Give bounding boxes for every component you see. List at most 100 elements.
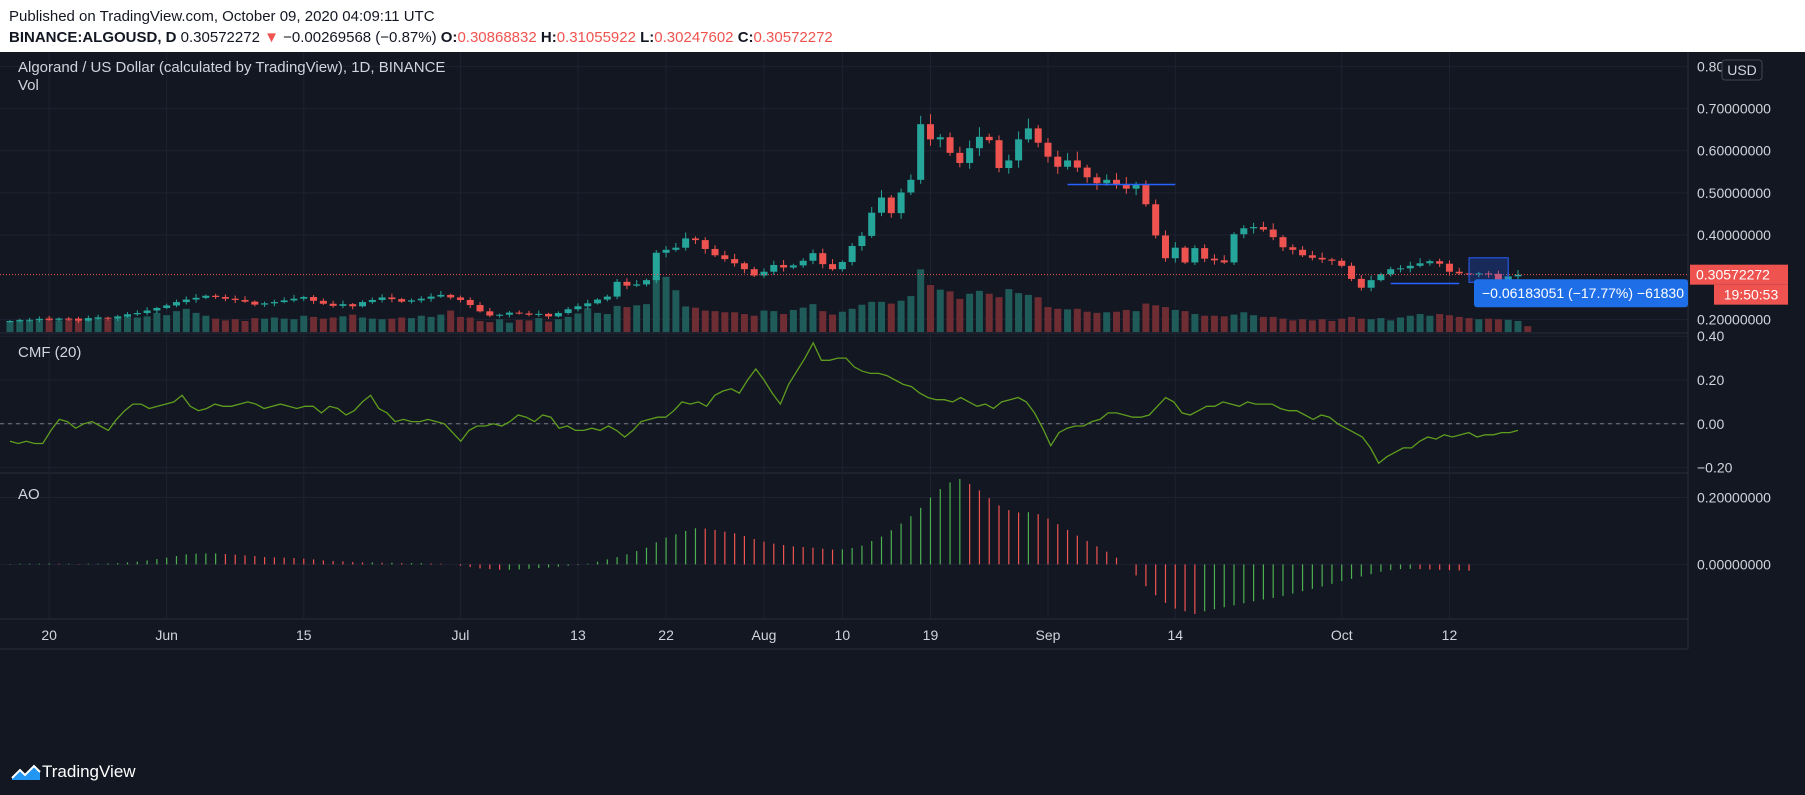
ao-tick-label: 0.00000000	[1697, 556, 1771, 572]
cmf-tick-label: 0.40	[1697, 328, 1724, 344]
candle-body	[1181, 247, 1189, 263]
candle-body	[1122, 184, 1130, 189]
cmf-label: CMF (20)	[18, 344, 81, 361]
candle-body	[623, 281, 631, 286]
volume-bar	[1494, 319, 1502, 332]
candle-body	[349, 304, 357, 307]
candle-body	[1132, 184, 1140, 189]
candle-body	[261, 303, 269, 305]
candle-body	[388, 297, 396, 300]
volume-bar	[202, 315, 210, 332]
candle-body	[212, 295, 220, 298]
volume-bar	[231, 319, 239, 332]
candle-body	[104, 317, 112, 319]
candle-body	[270, 302, 278, 304]
candle-body	[799, 260, 807, 266]
volume-bar	[1210, 315, 1218, 332]
volume-bar	[642, 304, 650, 332]
volume-bar	[417, 315, 425, 332]
candle-body	[1034, 128, 1042, 143]
volume-bar	[143, 316, 151, 332]
candle-body	[1201, 248, 1209, 259]
candle-body	[897, 192, 905, 214]
volume-bar	[1514, 320, 1522, 332]
last-price-tag: 0.30572272	[1696, 267, 1770, 283]
volume-bar	[65, 319, 73, 332]
candle-body	[65, 318, 73, 320]
candle-body	[1191, 248, 1199, 263]
volume-bar	[545, 321, 553, 332]
volume-bar	[1201, 315, 1209, 332]
volume-bar	[975, 290, 983, 332]
volume-bar	[1024, 294, 1032, 332]
cmf-tick-label: −0.20	[1697, 460, 1733, 476]
candle-body	[339, 304, 347, 306]
candle-body	[172, 302, 180, 306]
volume-bar	[858, 304, 866, 332]
volume-bars	[6, 269, 1532, 332]
countdown-tag: 19:50:53	[1724, 287, 1779, 303]
candle-body	[290, 298, 298, 301]
candle-body	[26, 319, 34, 321]
volume-bar	[1416, 314, 1424, 332]
candle-body	[985, 136, 993, 141]
volume-bar	[221, 320, 229, 332]
candle-body	[633, 284, 641, 286]
volume-bar	[584, 308, 592, 332]
cmf-tick-label: 0.00	[1697, 416, 1724, 432]
candle-body	[809, 253, 817, 261]
volume-bar	[1005, 289, 1013, 332]
candle-body	[1328, 259, 1336, 261]
tradingview-logo-icon[interactable]	[10, 762, 42, 782]
volume-bar	[1269, 316, 1277, 332]
candle-body	[584, 303, 592, 307]
volume-bar	[760, 310, 768, 332]
candle-body	[1426, 261, 1434, 264]
volume-label: Vol	[18, 77, 39, 94]
volume-bar	[1445, 315, 1453, 332]
candle-body	[760, 271, 768, 276]
volume-bar	[525, 320, 533, 332]
volume-bar	[45, 317, 53, 332]
candle-body	[956, 152, 964, 163]
volume-bar	[1455, 316, 1463, 332]
symbol-label: BINANCE:ALGOUSD, D	[9, 29, 177, 46]
candle-body	[84, 318, 92, 321]
x-tick-label: Jun	[155, 627, 178, 643]
price-tick-label: 0.70000000	[1697, 101, 1771, 117]
volume-bar	[956, 298, 964, 332]
volume-bar	[310, 316, 318, 332]
last-price: 0.30572272	[180, 29, 260, 46]
volume-bar	[731, 312, 739, 332]
price-tick-label: 0.50000000	[1697, 185, 1771, 201]
volume-bar	[819, 311, 827, 332]
volume-bar	[1367, 319, 1375, 332]
candle-body	[829, 264, 837, 270]
volume-bar	[770, 311, 778, 332]
candle-body	[1396, 268, 1404, 270]
volume-bar	[1250, 315, 1258, 332]
candle-body	[45, 318, 53, 320]
x-tick-label: 15	[296, 627, 312, 643]
brand-name[interactable]: TradingView	[42, 762, 136, 781]
volume-bar	[868, 301, 876, 332]
candle-body	[310, 297, 318, 301]
volume-bar	[1387, 320, 1395, 332]
candle-body	[182, 299, 190, 303]
candle-body	[1093, 177, 1101, 184]
candle-body	[1103, 179, 1111, 184]
volume-bar	[437, 314, 445, 332]
volume-bar	[564, 316, 572, 332]
price-candles	[6, 114, 1522, 324]
cmf-pane	[0, 335, 1688, 469]
candle-body	[594, 299, 602, 304]
candle-body	[848, 246, 856, 263]
candle-body	[476, 305, 484, 312]
measure-label: −0.06183051 (−17.77%) −61830	[1482, 285, 1684, 301]
chart-canvas[interactable]: 20Jun15Jul1322Aug1019Sep14Oct120.8000000…	[0, 52, 1805, 748]
volume-bar	[1406, 315, 1414, 332]
volume-bar	[319, 318, 327, 332]
candle-body	[1494, 273, 1502, 283]
volume-bar	[398, 317, 406, 332]
candle-body	[1210, 258, 1218, 261]
